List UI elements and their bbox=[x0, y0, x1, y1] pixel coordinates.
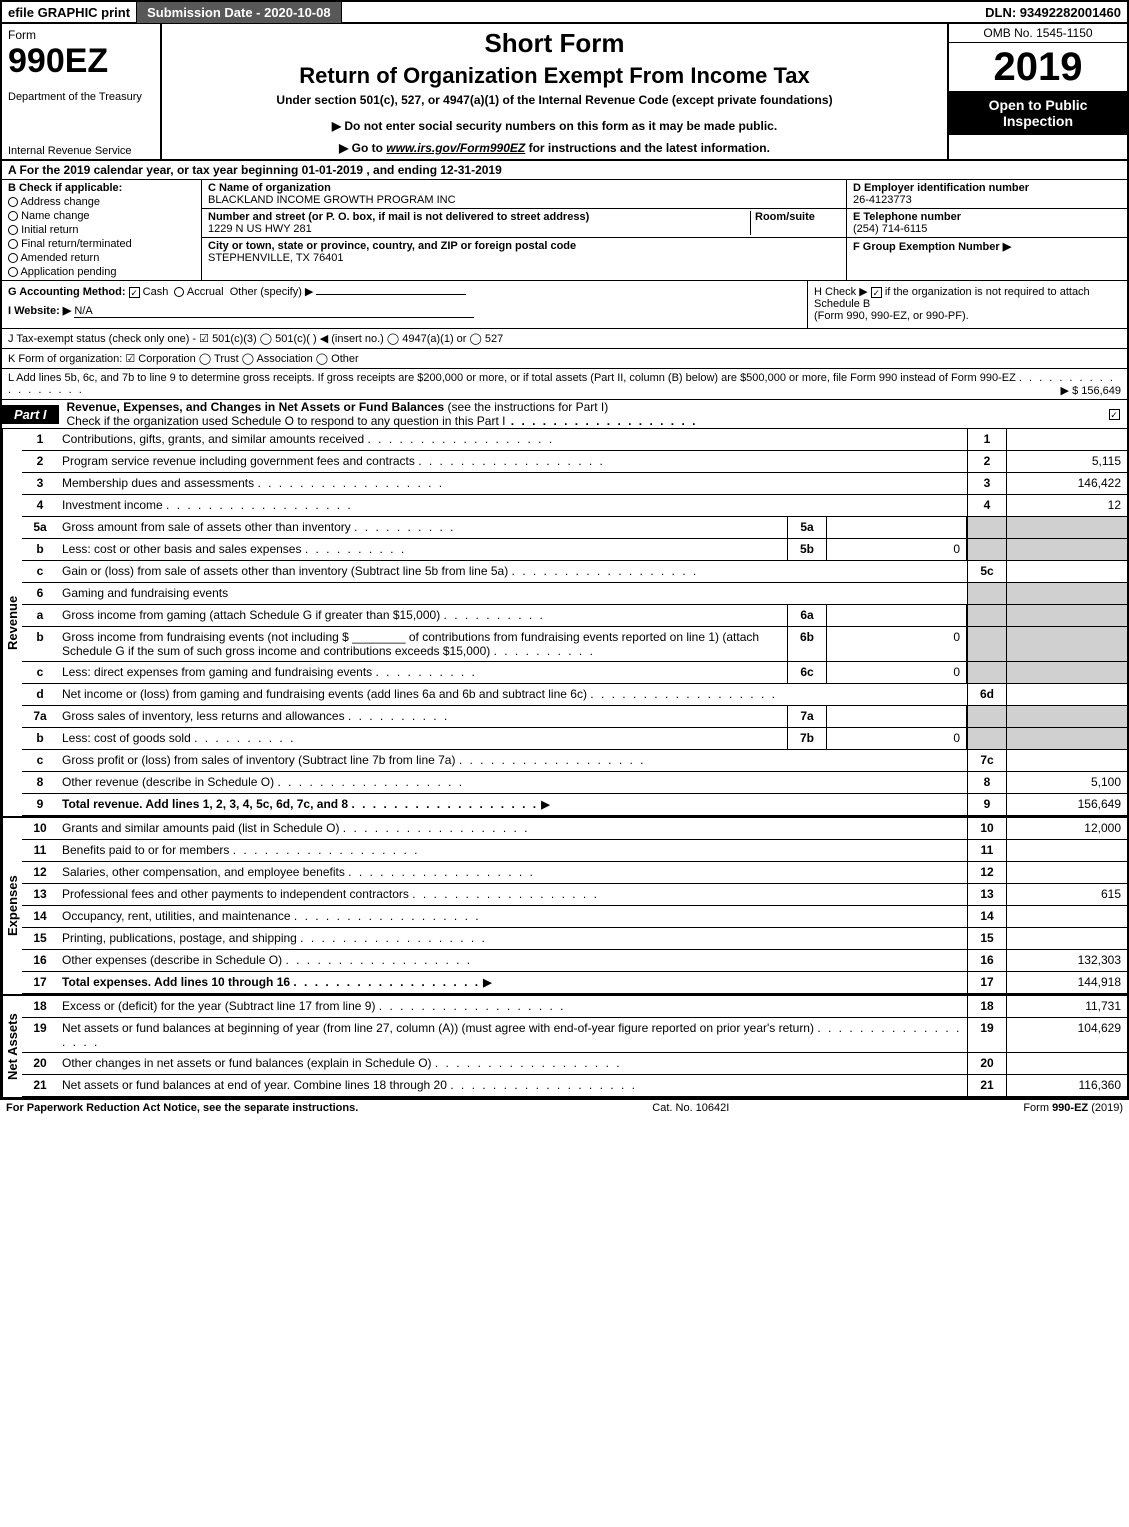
footer-left: For Paperwork Reduction Act Notice, see … bbox=[6, 1102, 358, 1114]
website-value: N/A bbox=[74, 305, 474, 318]
chk-amended-return[interactable]: Amended return bbox=[8, 252, 195, 264]
return-title: Return of Organization Exempt From Incom… bbox=[168, 63, 941, 89]
ein-value: 26-4123773 bbox=[853, 194, 912, 206]
form-word: Form bbox=[8, 28, 154, 42]
line-11: 11Benefits paid to or for members 11 bbox=[22, 840, 1127, 862]
line-5a: 5aGross amount from sale of assets other… bbox=[22, 517, 1127, 539]
line-6c: cLess: direct expenses from gaming and f… bbox=[22, 662, 1127, 684]
i-label: I Website: ▶ bbox=[8, 305, 71, 317]
line-7a: 7aGross sales of inventory, less returns… bbox=[22, 706, 1127, 728]
h-text2: (Form 990, 990-EZ, or 990-PF). bbox=[814, 310, 969, 322]
chk-initial-return[interactable]: Initial return bbox=[8, 224, 195, 236]
chk-schedule-o[interactable] bbox=[1109, 409, 1120, 420]
line-6: 6Gaming and fundraising events bbox=[22, 583, 1127, 605]
line-1: 1Contributions, gifts, grants, and simil… bbox=[22, 429, 1127, 451]
org-address: 1229 N US HWY 281 bbox=[208, 223, 312, 235]
org-name: BLACKLAND INCOME GROWTH PROGRAM INC bbox=[208, 194, 456, 206]
row-l: L Add lines 5b, 6c, and 7b to line 9 to … bbox=[2, 369, 1127, 400]
donot-note: ▶ Do not enter social security numbers o… bbox=[168, 119, 941, 133]
row-j: J Tax-exempt status (check only one) - ☑… bbox=[2, 329, 1127, 349]
ein-label: D Employer identification number bbox=[853, 182, 1029, 194]
c-name-label: C Name of organization bbox=[208, 182, 331, 194]
chk-final-return[interactable]: Final return/terminated bbox=[8, 238, 195, 250]
phone-label: E Telephone number bbox=[853, 211, 961, 223]
row-k: K Form of organization: ☑ Corporation ◯ … bbox=[2, 349, 1127, 369]
room-label: Room/suite bbox=[755, 211, 815, 223]
omb-number: OMB No. 1545-1150 bbox=[949, 24, 1127, 43]
line-15: 15Printing, publications, postage, and s… bbox=[22, 928, 1127, 950]
part1-title: Revenue, Expenses, and Changes in Net As… bbox=[59, 400, 1101, 428]
tax-year: 2019 bbox=[949, 43, 1127, 91]
footer-right: Form 990-EZ (2019) bbox=[1023, 1102, 1123, 1114]
line-4: 4Investment income 412 bbox=[22, 495, 1127, 517]
line-6d: dNet income or (loss) from gaming and fu… bbox=[22, 684, 1127, 706]
h-label: H Check ▶ bbox=[814, 286, 868, 298]
efile-label: efile GRAPHIC print bbox=[2, 5, 136, 20]
netassets-section-label: Net Assets bbox=[2, 996, 22, 1097]
line-7b: bLess: cost of goods sold 7b0 bbox=[22, 728, 1127, 750]
line-13: 13Professional fees and other payments t… bbox=[22, 884, 1127, 906]
open-public: Open to Public Inspection bbox=[949, 91, 1127, 135]
line-10: 10Grants and similar amounts paid (list … bbox=[22, 818, 1127, 840]
section-b-header: B Check if applicable: bbox=[8, 182, 195, 194]
footer-mid: Cat. No. 10642I bbox=[358, 1102, 1023, 1114]
line-a: A For the 2019 calendar year, or tax yea… bbox=[2, 161, 1127, 180]
line-5b: bLess: cost or other basis and sales exp… bbox=[22, 539, 1127, 561]
line-17: 17Total expenses. Add lines 10 through 1… bbox=[22, 972, 1127, 994]
line-2: 2Program service revenue including gover… bbox=[22, 451, 1127, 473]
line-21: 21Net assets or fund balances at end of … bbox=[22, 1075, 1127, 1097]
org-city: STEPHENVILLE, TX 76401 bbox=[208, 252, 344, 264]
chk-accrual[interactable] bbox=[174, 287, 184, 297]
dln-label: DLN: 93492282001460 bbox=[985, 5, 1127, 20]
goto-link[interactable]: www.irs.gov/Form990EZ bbox=[386, 141, 525, 155]
under-section: Under section 501(c), 527, or 4947(a)(1)… bbox=[168, 93, 941, 107]
line-6b: bGross income from fundraising events (n… bbox=[22, 627, 1127, 662]
goto-note: ▶ Go to www.irs.gov/Form990EZ for instru… bbox=[168, 141, 941, 155]
chk-cash[interactable] bbox=[129, 287, 140, 298]
line-12: 12Salaries, other compensation, and empl… bbox=[22, 862, 1127, 884]
line-6a: aGross income from gaming (attach Schedu… bbox=[22, 605, 1127, 627]
revenue-section-label: Revenue bbox=[2, 429, 22, 816]
chk-application-pending[interactable]: Application pending bbox=[8, 266, 195, 278]
line-20: 20Other changes in net assets or fund ba… bbox=[22, 1053, 1127, 1075]
chk-address-change[interactable]: Address change bbox=[8, 196, 195, 208]
city-label: City or town, state or province, country… bbox=[208, 240, 576, 252]
line-9: 9Total revenue. Add lines 1, 2, 3, 4, 5c… bbox=[22, 794, 1127, 816]
dept-label: Department of the Treasury bbox=[8, 91, 154, 103]
addr-label: Number and street (or P. O. box, if mail… bbox=[208, 211, 589, 223]
phone-value: (254) 714-6115 bbox=[853, 223, 927, 235]
chk-h[interactable] bbox=[871, 287, 882, 298]
line-16: 16Other expenses (describe in Schedule O… bbox=[22, 950, 1127, 972]
line-14: 14Occupancy, rent, utilities, and mainte… bbox=[22, 906, 1127, 928]
line-19: 19Net assets or fund balances at beginni… bbox=[22, 1018, 1127, 1053]
expenses-section-label: Expenses bbox=[2, 818, 22, 994]
chk-name-change[interactable]: Name change bbox=[8, 210, 195, 222]
line-3: 3Membership dues and assessments 3146,42… bbox=[22, 473, 1127, 495]
group-exemption-label: F Group Exemption Number ▶ bbox=[853, 241, 1011, 253]
line-7c: cGross profit or (loss) from sales of in… bbox=[22, 750, 1127, 772]
g-label: G Accounting Method: bbox=[8, 286, 126, 298]
short-form-title: Short Form bbox=[168, 28, 941, 59]
submission-date-button[interactable]: Submission Date - 2020-10-08 bbox=[136, 1, 342, 24]
part1-tag: Part I bbox=[2, 405, 59, 424]
line-5c: cGain or (loss) from sale of assets othe… bbox=[22, 561, 1127, 583]
line-18: 18Excess or (deficit) for the year (Subt… bbox=[22, 996, 1127, 1018]
line-8: 8Other revenue (describe in Schedule O) … bbox=[22, 772, 1127, 794]
irs-label: Internal Revenue Service bbox=[8, 145, 132, 157]
form-number: 990EZ bbox=[8, 42, 154, 81]
